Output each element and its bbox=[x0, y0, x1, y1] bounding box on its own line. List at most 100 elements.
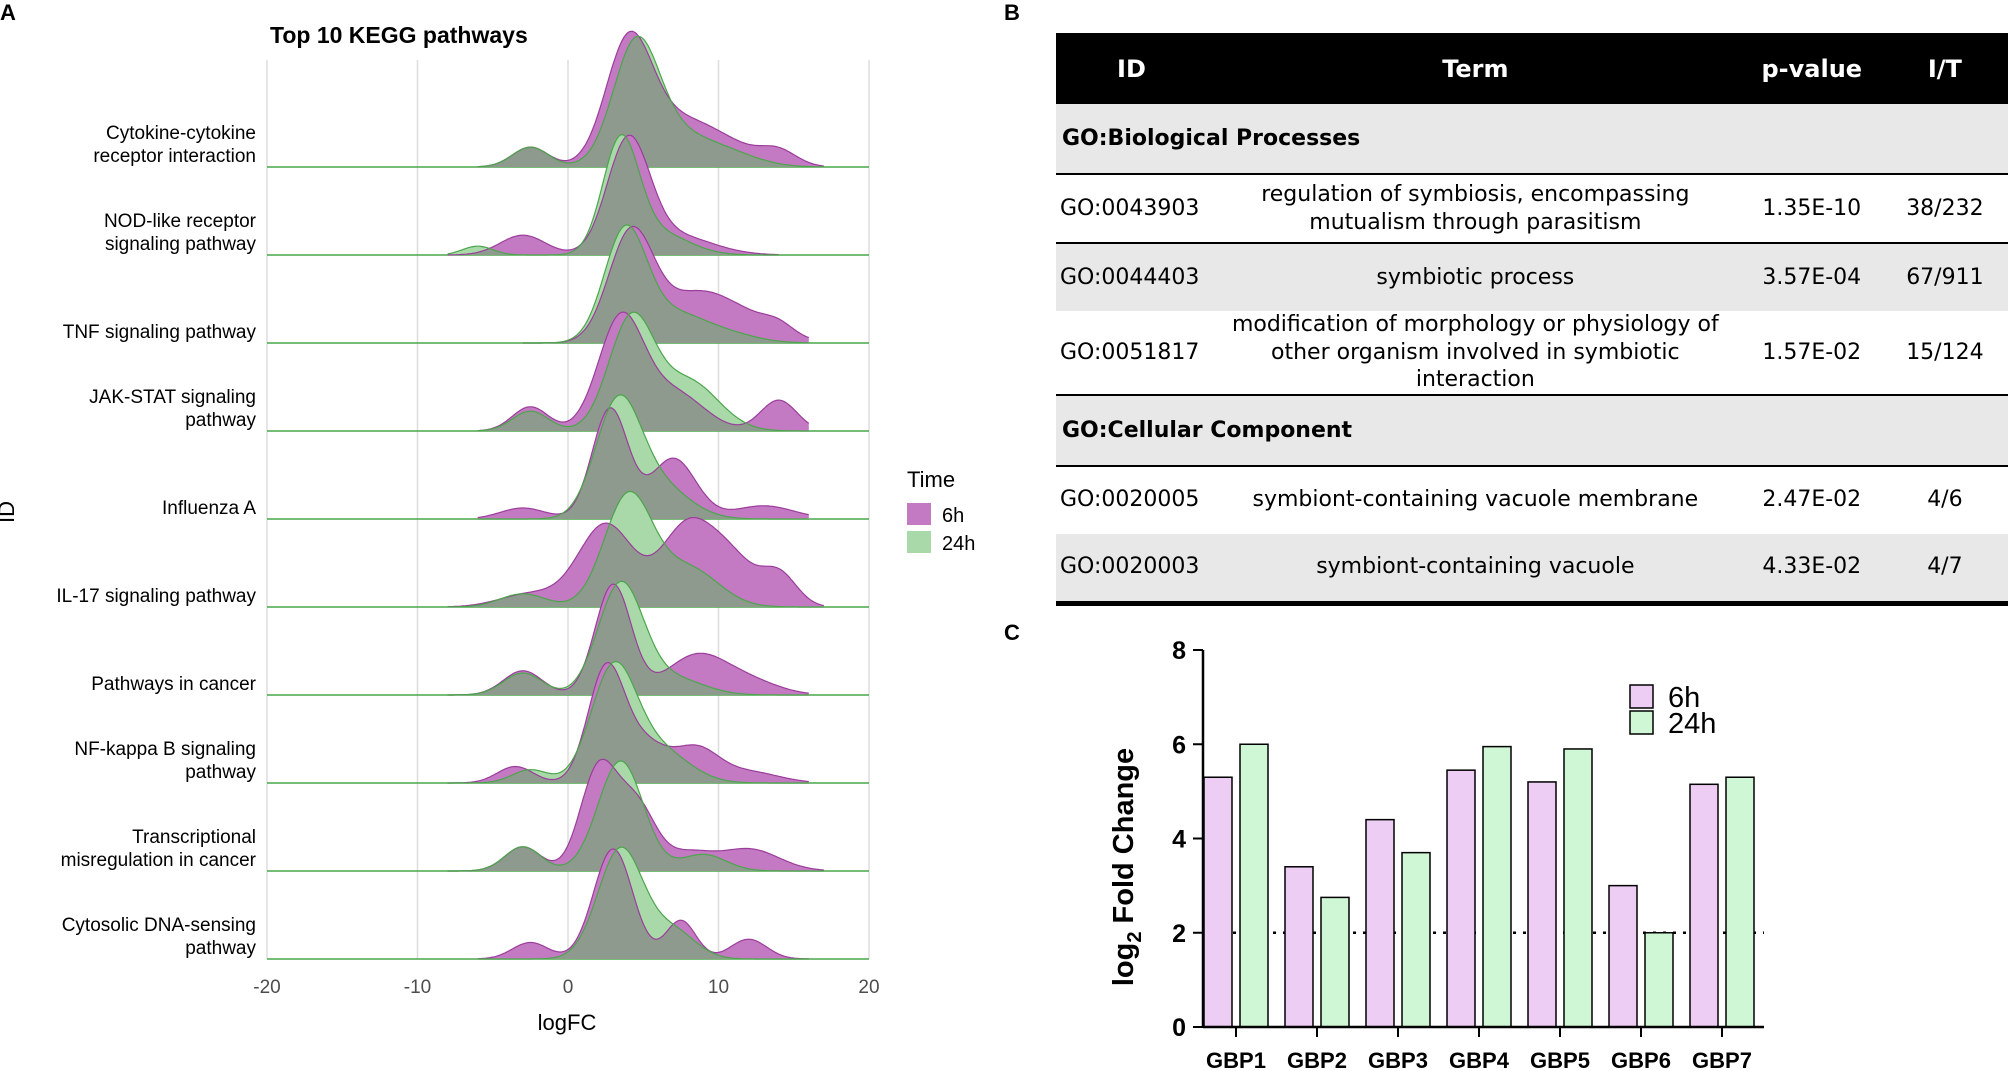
ridge-24h bbox=[477, 847, 809, 959]
bar-6h bbox=[1365, 818, 1395, 1028]
ridgeline-legend: Time 6h 24h bbox=[907, 467, 975, 555]
bar-24h bbox=[1239, 743, 1269, 1028]
cell-id: GO:0043903 bbox=[1056, 174, 1207, 244]
ridge-outline-24h bbox=[447, 134, 779, 256]
cell-pvalue: 1.35E-10 bbox=[1743, 174, 1880, 244]
cell-term: symbiont-containing vacuole bbox=[1206, 533, 1744, 606]
ridge-category-label: Cytokine-cytokine receptor interaction bbox=[93, 123, 256, 167]
y-label-subscript: 2 bbox=[1124, 932, 1146, 943]
panel-label-a: A bbox=[0, 0, 16, 25]
ridgeline-chart: Top 10 KEGG pathways Cytokine-cytokine re… bbox=[0, 22, 975, 1035]
ridge-category-label: NOD-like receptor signaling pathway bbox=[104, 211, 257, 255]
ridge-outline-6h bbox=[477, 311, 810, 432]
ridge-category-label: Pathways in cancer bbox=[91, 674, 256, 695]
cell-id: GO:0051817 bbox=[1056, 311, 1207, 396]
cell-pvalue: 2.47E-02 bbox=[1743, 465, 1880, 534]
bar-legend-label-24h: 24h bbox=[1668, 708, 1716, 740]
ridge-overlap bbox=[477, 407, 809, 519]
section-title: GO:Biological Processes bbox=[1056, 104, 2008, 175]
bar-y-axis-label: log2 Fold Change bbox=[1108, 748, 1146, 986]
x-tick-label: -10 bbox=[404, 977, 431, 998]
bar-24h bbox=[1644, 932, 1674, 1028]
bar-legend-swatch-6h bbox=[1629, 684, 1654, 709]
bar-6h bbox=[1527, 781, 1557, 1028]
ridge-outline-24h bbox=[447, 660, 809, 784]
cell-id: GO:0020005 bbox=[1056, 465, 1207, 534]
cell-it: 4/7 bbox=[1879, 533, 2008, 606]
ridge-category-label: JAK-STAT signaling pathway bbox=[89, 387, 256, 431]
ridge-outline-24h bbox=[522, 224, 809, 344]
cell-id: GO:0044403 bbox=[1056, 243, 1207, 311]
bar-legend-label-6h: 6h bbox=[1668, 682, 1700, 714]
cell-it: 38/232 bbox=[1879, 174, 2008, 244]
ridge-overlap bbox=[447, 585, 809, 695]
x-tick-label: 20 bbox=[858, 977, 879, 998]
header-pvalue: p-value bbox=[1761, 54, 1863, 83]
table-row: GO:0051817 modification of morphology or… bbox=[1056, 311, 2008, 396]
bar-6h bbox=[1689, 783, 1719, 1028]
cell-term: symbiotic process bbox=[1206, 243, 1744, 311]
go-enrichment-table: ID Term p-value I/T GO:Biological Proces… bbox=[1056, 33, 2008, 606]
ridge-outline-6h bbox=[447, 661, 809, 784]
bar-6h bbox=[1284, 866, 1314, 1028]
ridge-outline-6h bbox=[477, 848, 809, 960]
y-tick-label: 0 bbox=[1172, 1014, 1186, 1042]
bar-24h bbox=[1725, 776, 1755, 1028]
ridge-outline-6h bbox=[477, 407, 809, 519]
ridge-category-label: IL-17 signaling pathway bbox=[56, 586, 256, 607]
legend-title: Time bbox=[907, 467, 955, 492]
legend-swatch-6h bbox=[907, 503, 931, 525]
y-label-suffix: Fold Change bbox=[1108, 748, 1140, 932]
legend-label-24h: 24h bbox=[942, 533, 975, 555]
cell-term: modification of morphology or physiology… bbox=[1206, 311, 1744, 396]
ridge-overlap bbox=[477, 315, 809, 431]
legend-swatch-24h bbox=[907, 531, 931, 553]
y-tick-label: 8 bbox=[1172, 637, 1186, 665]
legend-label-6h: 6h bbox=[942, 505, 964, 527]
ridge-outline-24h bbox=[477, 311, 809, 432]
ridge-overlap bbox=[447, 137, 779, 255]
bar-legend-swatch-24h bbox=[1629, 710, 1654, 735]
cell-it: 4/6 bbox=[1879, 465, 2008, 534]
y-tick-label: 4 bbox=[1172, 826, 1186, 854]
table-row: GO:0044403 symbiotic process 3.57E-04 67… bbox=[1056, 243, 2008, 311]
ridgeline-ridges bbox=[267, 30, 869, 960]
section-row-biological-processes: GO:Biological Processes bbox=[1056, 104, 2008, 175]
x-tick-label: -20 bbox=[253, 977, 280, 998]
bar-series bbox=[1203, 743, 1755, 1028]
ridgeline-title: Top 10 KEGG pathways bbox=[270, 22, 528, 48]
ridge-overlap bbox=[447, 524, 824, 607]
ridge-category-label: Cytosolic DNA-sensing pathway bbox=[62, 915, 257, 959]
bar-category-label: GBP3 bbox=[1368, 1048, 1428, 1071]
section-title: GO:Cellular Component bbox=[1056, 394, 2008, 467]
bar-legend: 6h 24h bbox=[1629, 682, 1716, 740]
cell-it: 15/124 bbox=[1879, 311, 2008, 396]
header-it: I/T bbox=[1927, 54, 1962, 83]
table-header-row: ID Term p-value I/T bbox=[1056, 33, 2008, 104]
cell-it: 67/911 bbox=[1879, 243, 2008, 311]
bar-24h bbox=[1401, 851, 1431, 1028]
x-tick-label: 0 bbox=[563, 977, 574, 998]
ridge-outline-6h bbox=[447, 134, 779, 256]
x-tick-label: 10 bbox=[708, 977, 729, 998]
ridge-category-label: NF-kappa B signaling pathway bbox=[74, 739, 256, 783]
bar-6h bbox=[1446, 769, 1476, 1028]
cell-term: symbiont-containing vacuole membrane bbox=[1206, 465, 1744, 534]
bar-category-label: GBP2 bbox=[1287, 1048, 1347, 1071]
ridge-outline-24h bbox=[447, 490, 824, 608]
panel-label-b: B bbox=[1004, 0, 1020, 25]
bar-category-label: GBP5 bbox=[1530, 1048, 1590, 1071]
ridge-category-label: TNF signaling pathway bbox=[63, 322, 257, 343]
bar-24h bbox=[1563, 748, 1593, 1028]
bar-24h bbox=[1482, 745, 1512, 1028]
cell-id: GO:0020003 bbox=[1056, 533, 1207, 606]
section-row-cellular-component: GO:Cellular Component bbox=[1056, 394, 2008, 467]
ridge-outline-6h bbox=[522, 225, 810, 344]
table-row: GO:0020003 symbiont-containing vacuole 4… bbox=[1056, 533, 2008, 606]
ridge-overlap bbox=[477, 36, 824, 167]
ridge-overlap bbox=[447, 767, 824, 871]
bar-category-label: GBP6 bbox=[1611, 1048, 1671, 1071]
cell-pvalue: 3.57E-04 bbox=[1743, 243, 1880, 311]
ridge-outline-6h bbox=[447, 583, 809, 696]
